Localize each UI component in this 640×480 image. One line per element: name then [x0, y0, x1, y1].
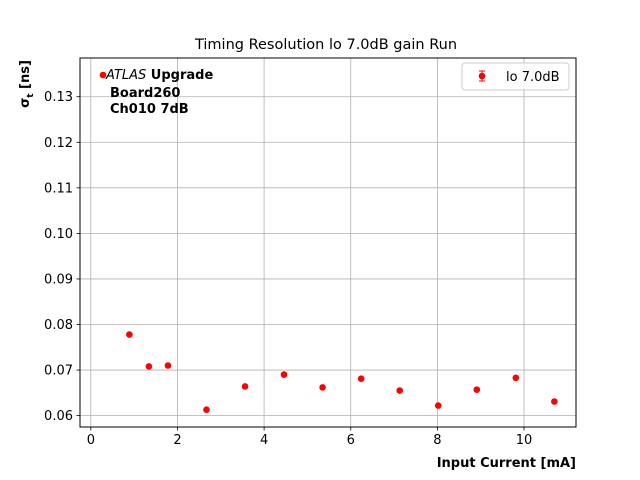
- x-tick-label: 2: [173, 433, 181, 448]
- plot-frame: [79, 57, 577, 428]
- y-axis-label: σt [ns]: [18, 60, 36, 108]
- x-axis-ticks: 0 2 4 6 8 10: [87, 427, 533, 448]
- y-axis-label-unit: [ns]: [18, 60, 33, 93]
- atlas-annotation: ATLAS Upgrade Board260 Ch010 7dB: [99, 68, 213, 117]
- x-tick-label: 8: [433, 433, 441, 448]
- data-point: [126, 331, 133, 338]
- y-axis-label-symbol: σ: [18, 98, 33, 108]
- y-axis-ticks: 0.06 0.07 0.08 0.09 0.10 0.11 0.12 0.13: [44, 90, 80, 424]
- data-point: [241, 383, 249, 390]
- x-tick-label: 4: [260, 433, 268, 448]
- data-points: [126, 331, 558, 413]
- x-axis-label: Input Current [mA]: [437, 456, 576, 471]
- data-point: [357, 375, 365, 383]
- upgrade-label: Upgrade: [146, 68, 213, 83]
- legend-label: lo 7.0dB: [506, 70, 560, 85]
- grid: [80, 58, 576, 427]
- data-point: [473, 386, 481, 393]
- y-tick-label: 0.08: [44, 318, 73, 333]
- data-point: [280, 371, 288, 378]
- y-tick-label: 0.07: [44, 364, 73, 379]
- legend-box: [461, 62, 570, 91]
- legend: lo 7.0dB: [461, 62, 570, 91]
- annotation-marker: [99, 71, 107, 79]
- data-point: [512, 374, 520, 382]
- legend-marker: [478, 72, 486, 80]
- y-axis-label-subscript: t: [26, 93, 36, 98]
- y-tick-label: 0.06: [44, 409, 73, 424]
- data-point: [319, 384, 326, 391]
- chart-title: Timing Resolution lo 7.0dB gain Run: [194, 37, 457, 53]
- data-point: [551, 398, 558, 405]
- y-tick-label: 0.10: [44, 227, 73, 242]
- y-tick-label: 0.13: [44, 90, 73, 105]
- y-tick-label: 0.12: [44, 136, 73, 151]
- x-tick-label: 10: [516, 433, 533, 448]
- annotation-line-3: Ch010 7dB: [110, 102, 189, 117]
- y-tick-label: 0.11: [44, 181, 73, 196]
- x-tick-label: 6: [347, 433, 355, 448]
- data-point: [434, 402, 442, 409]
- data-point: [203, 406, 210, 413]
- x-tick-label: 0: [87, 433, 95, 448]
- y-tick-label: 0.09: [44, 272, 73, 287]
- data-point: [396, 387, 403, 394]
- annotation-line-1: ATLAS Upgrade: [105, 68, 213, 83]
- data-point: [164, 362, 172, 369]
- data-point: [145, 363, 153, 370]
- atlas-label: ATLAS: [105, 68, 146, 83]
- annotation-line-2: Board260: [110, 86, 180, 101]
